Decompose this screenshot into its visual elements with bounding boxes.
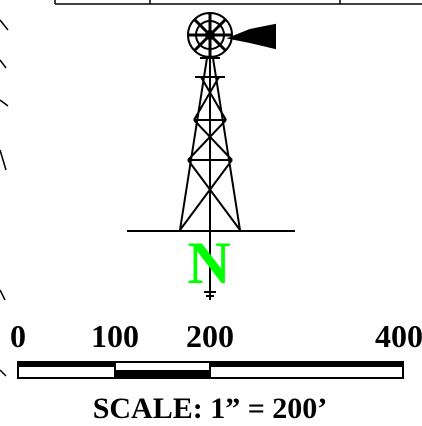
scale-bar: [17, 361, 404, 379]
north-label: N: [187, 230, 230, 296]
scale-tick-label: 0: [10, 318, 26, 354]
scale-caption: SCALE: 1” = 200’: [93, 392, 328, 425]
windmill: [127, 12, 295, 300]
left-edge-marks: [0, 19, 9, 377]
scale-tick-label: 400: [375, 318, 422, 354]
scale-tick-label: 100: [91, 318, 139, 354]
scale-tick-label: 200: [186, 318, 234, 354]
title-block-edge: [54, 0, 422, 5]
